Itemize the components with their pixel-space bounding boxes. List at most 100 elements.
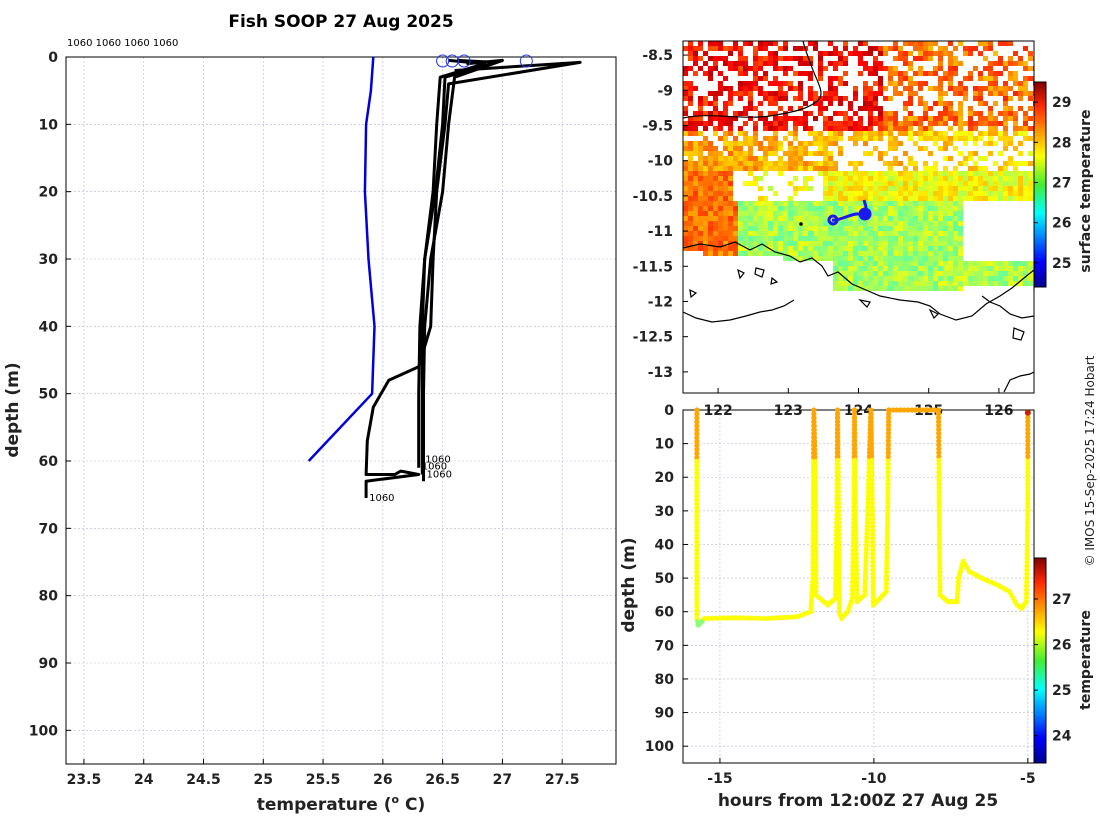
track-point bbox=[813, 588, 819, 594]
sst-pixel bbox=[898, 261, 903, 266]
sst-pixel bbox=[788, 151, 793, 156]
sst-pixel bbox=[998, 186, 1003, 191]
sst-pixel bbox=[978, 51, 983, 56]
sst-pixel bbox=[863, 66, 868, 71]
track-point bbox=[937, 577, 943, 583]
sst-pixel bbox=[993, 61, 998, 66]
sst-pixel bbox=[793, 121, 798, 126]
sst-pixel bbox=[738, 61, 743, 66]
sst-pixel bbox=[988, 66, 993, 71]
y-tick-label: 10 bbox=[39, 117, 59, 133]
sst-pixel bbox=[953, 266, 958, 271]
sst-pixel bbox=[903, 126, 908, 131]
sst-pixel bbox=[843, 176, 848, 181]
sst-pixel bbox=[708, 91, 713, 96]
sst-pixel bbox=[878, 271, 883, 276]
track-point bbox=[885, 465, 891, 471]
sst-pixel bbox=[698, 111, 703, 116]
sst-pixel bbox=[918, 196, 923, 201]
sst-pixel bbox=[688, 216, 693, 221]
sst-pixel bbox=[973, 196, 978, 201]
sst-pixel bbox=[763, 156, 768, 161]
sst-pixel bbox=[968, 76, 973, 81]
sst-pixel bbox=[948, 261, 953, 266]
sst-pixel bbox=[703, 206, 708, 211]
sst-pixel bbox=[923, 221, 928, 226]
map-cb-tick-label: 28 bbox=[1052, 135, 1071, 151]
sst-pixel bbox=[988, 281, 993, 286]
sst-pixel bbox=[728, 186, 733, 191]
sst-pixel bbox=[728, 246, 733, 251]
track-point bbox=[813, 560, 819, 567]
sst-pixel bbox=[948, 66, 953, 71]
sst-pixel bbox=[978, 281, 983, 286]
sst-pixel bbox=[793, 131, 798, 136]
sst-pixel bbox=[683, 216, 688, 221]
sst-pixel bbox=[993, 176, 998, 181]
sst-pixel bbox=[728, 151, 733, 156]
track-point bbox=[937, 569, 943, 575]
sst-pixel bbox=[738, 241, 743, 246]
sst-pixel bbox=[828, 131, 833, 136]
sst-pixel bbox=[938, 111, 943, 116]
sst-pixel bbox=[923, 41, 928, 46]
sst-pixel bbox=[773, 241, 778, 246]
sst-pixel bbox=[1008, 191, 1013, 196]
sst-pixel bbox=[893, 196, 898, 201]
sst-pixel bbox=[1018, 271, 1023, 276]
sst-pixel bbox=[783, 66, 788, 71]
sst-pixel bbox=[968, 106, 973, 111]
track-point bbox=[883, 581, 889, 587]
sst-pixel bbox=[833, 226, 838, 231]
sst-pixel bbox=[728, 211, 733, 216]
sst-pixel bbox=[933, 201, 938, 206]
surface-marker bbox=[457, 54, 471, 68]
sst-pixel bbox=[848, 226, 853, 231]
sst-pixel bbox=[743, 206, 748, 211]
sst-pixel bbox=[923, 166, 928, 171]
sst-pixel bbox=[893, 211, 898, 216]
sst-pixel bbox=[1023, 91, 1028, 96]
sst-pixel bbox=[763, 46, 768, 51]
track-point bbox=[869, 500, 875, 506]
track-point bbox=[694, 482, 700, 488]
sst-pixel bbox=[823, 231, 828, 236]
track-point bbox=[863, 554, 869, 560]
track-point bbox=[936, 508, 942, 514]
sst-pixel bbox=[973, 91, 978, 96]
sst-pixel bbox=[928, 211, 933, 216]
sst-pixel bbox=[793, 161, 798, 166]
sst-pixel bbox=[838, 196, 843, 201]
sst-pixel bbox=[868, 261, 873, 266]
sst-pixel bbox=[928, 196, 933, 201]
sst-pixel bbox=[938, 271, 943, 276]
sst-pixel bbox=[978, 101, 983, 106]
sst-pixel bbox=[833, 211, 838, 216]
track-point bbox=[694, 497, 700, 503]
sst-pixel bbox=[1003, 81, 1008, 86]
track-point bbox=[868, 457, 875, 464]
sst-pixel bbox=[953, 206, 958, 211]
sst-pixel bbox=[903, 131, 908, 136]
track-point bbox=[836, 558, 842, 564]
sst-pixel bbox=[698, 191, 703, 196]
sst-pixel bbox=[728, 156, 733, 161]
sst-pixel bbox=[743, 226, 748, 231]
sst-pixel bbox=[758, 41, 763, 46]
sst-pixel bbox=[1028, 96, 1033, 101]
sst-pixel bbox=[923, 51, 928, 56]
sst-pixel bbox=[973, 111, 978, 116]
sst-pixel bbox=[958, 261, 963, 266]
sst-pixel bbox=[698, 196, 703, 201]
sst-pixel bbox=[788, 81, 793, 86]
sst-pixel bbox=[818, 216, 823, 221]
sst-pixel bbox=[713, 241, 718, 246]
sst-pixel bbox=[868, 96, 873, 101]
sst-pixel bbox=[803, 216, 808, 221]
track-point bbox=[812, 498, 819, 504]
sst-pixel bbox=[688, 191, 693, 196]
sst-pixel bbox=[898, 51, 903, 56]
track-point bbox=[869, 531, 876, 537]
sst-pixel bbox=[688, 121, 693, 126]
sst-pixel bbox=[948, 176, 953, 181]
